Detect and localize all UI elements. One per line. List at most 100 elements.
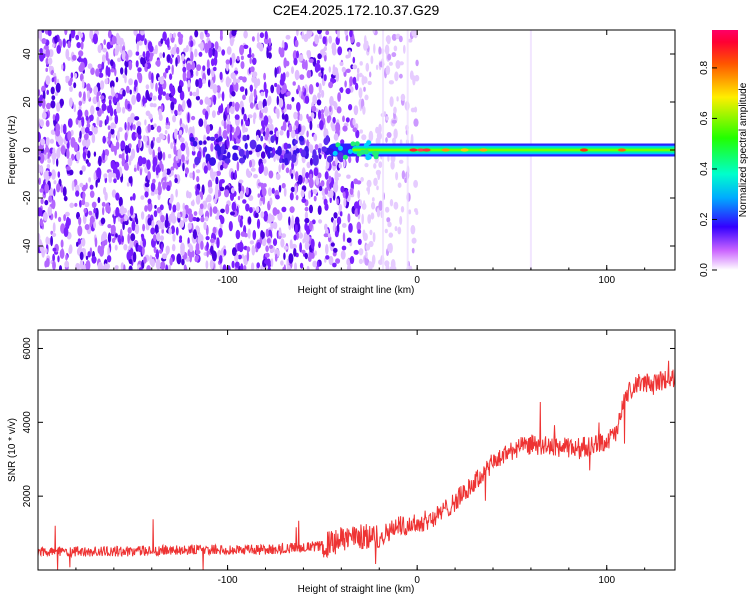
heatmap-cell bbox=[91, 255, 97, 264]
heatmap-cell bbox=[147, 198, 152, 205]
heatmap-cell bbox=[367, 214, 372, 224]
heatmap-cell bbox=[145, 89, 150, 100]
heatmap-cell bbox=[389, 199, 394, 207]
heatmap-cell bbox=[329, 95, 334, 107]
heatmap-cell bbox=[113, 108, 117, 117]
heatmap-cell bbox=[54, 91, 59, 96]
heatmap-cell bbox=[396, 96, 399, 102]
heatmap-cell bbox=[135, 51, 140, 56]
heatmap-cell bbox=[143, 135, 146, 142]
heatmap-cell bbox=[280, 47, 285, 57]
heatmap-cell bbox=[218, 105, 224, 114]
heatmap-cell bbox=[204, 42, 209, 54]
heatmap-cell bbox=[223, 162, 228, 169]
heatmap-cell bbox=[130, 233, 136, 242]
heatmap-cell bbox=[160, 261, 166, 270]
signal-blob bbox=[189, 136, 195, 142]
heatmap-cell bbox=[46, 89, 49, 96]
heatmap-cell bbox=[212, 84, 218, 94]
heatmap-cell bbox=[339, 61, 344, 66]
heatmap-cell bbox=[173, 144, 177, 155]
heatmap-cell bbox=[242, 94, 246, 101]
heatmap-cell bbox=[317, 205, 322, 215]
heatmap-cell bbox=[269, 197, 273, 206]
heatmap-cell bbox=[64, 30, 68, 36]
heatmap-cell bbox=[66, 147, 70, 157]
heatmap-cell bbox=[92, 33, 98, 45]
heatmap-cell bbox=[151, 182, 154, 191]
heatmap-cell bbox=[243, 30, 248, 39]
heatmap-cell bbox=[113, 173, 117, 179]
heatmap-cell bbox=[266, 47, 269, 59]
heatmap-cell bbox=[114, 146, 117, 156]
heatmap-cell bbox=[346, 237, 352, 243]
heatmap-cell bbox=[373, 163, 377, 169]
heatmap-cell bbox=[96, 177, 101, 183]
heatmap-cell bbox=[269, 130, 274, 135]
signal-blob bbox=[287, 143, 292, 149]
heatmap-cell bbox=[159, 204, 164, 211]
heatmap-cell bbox=[348, 156, 352, 164]
heatmap-cell bbox=[353, 201, 359, 210]
heatmap-cell bbox=[134, 85, 137, 92]
heatmap-cell bbox=[88, 177, 91, 183]
heatmap-cell bbox=[226, 123, 231, 134]
heatmap-cell bbox=[182, 66, 187, 73]
heatmap-cell bbox=[47, 206, 53, 216]
heatmap-cell bbox=[378, 200, 384, 211]
heatmap-cell bbox=[95, 68, 100, 77]
heatmap-cell bbox=[97, 63, 102, 69]
colorbar-tick-label: 0.2 bbox=[699, 212, 710, 226]
heatmap-cell bbox=[193, 211, 198, 216]
heatmap-cell bbox=[192, 216, 197, 222]
heatmap-cell bbox=[128, 60, 133, 71]
heatmap-cell bbox=[250, 92, 254, 100]
heatmap-cell bbox=[212, 226, 217, 234]
heatmap-cell bbox=[52, 43, 55, 48]
snr-xlabel: Height of straight line (km) bbox=[298, 584, 415, 595]
signal-blob bbox=[256, 144, 262, 152]
heatmap-cell bbox=[411, 237, 417, 244]
x-tick-label: 0 bbox=[414, 275, 420, 286]
signal-peak bbox=[580, 148, 588, 152]
heatmap-cell bbox=[86, 123, 91, 128]
heatmap-cell bbox=[248, 195, 254, 201]
heatmap-cell bbox=[43, 171, 49, 180]
heatmap-cell bbox=[219, 186, 225, 192]
signal-blob bbox=[194, 156, 200, 166]
signal-blob bbox=[347, 149, 353, 154]
heatmap-cell bbox=[343, 197, 347, 208]
heatmap-cell bbox=[194, 48, 198, 58]
heatmap-cell bbox=[128, 245, 131, 250]
heatmap-cell bbox=[153, 123, 157, 128]
heatmap-cell bbox=[298, 232, 303, 239]
colorbar-tick-label: 0.0 bbox=[699, 263, 710, 277]
heatmap-cell bbox=[375, 64, 379, 71]
heatmap-cell bbox=[102, 54, 106, 64]
heatmap-cell bbox=[134, 213, 138, 223]
heatmap-cell bbox=[48, 187, 54, 198]
heatmap-cell bbox=[131, 148, 136, 159]
heatmap-cell bbox=[356, 72, 360, 82]
heatmap-cell bbox=[408, 38, 413, 43]
heatmap-cell bbox=[210, 245, 214, 255]
heatmap-cell bbox=[162, 181, 167, 190]
heatmap-cell bbox=[145, 84, 150, 90]
heatmap-cell bbox=[323, 46, 327, 52]
heatmap-cell bbox=[114, 244, 118, 251]
heatmap-cell bbox=[186, 148, 190, 158]
heatmap-cell bbox=[317, 92, 322, 99]
heatmap-cell bbox=[40, 165, 43, 174]
heatmap-cell bbox=[45, 57, 49, 65]
heatmap-cell bbox=[165, 117, 169, 124]
heatmap-cell bbox=[391, 119, 397, 124]
heatmap-cell bbox=[105, 51, 109, 61]
heatmap-cell bbox=[170, 166, 175, 172]
heatmap-cell bbox=[362, 105, 366, 115]
heatmap-cell bbox=[140, 211, 145, 220]
heatmap-cell bbox=[152, 103, 157, 108]
heatmap-cell bbox=[357, 205, 360, 215]
heatmap-cell bbox=[77, 225, 83, 237]
heatmap-cell bbox=[157, 184, 162, 196]
heatmap-cell bbox=[187, 112, 190, 124]
